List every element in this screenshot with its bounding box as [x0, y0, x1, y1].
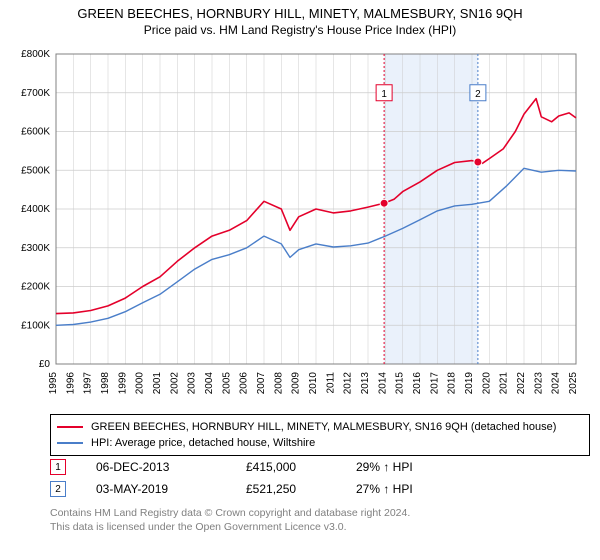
svg-text:1998: 1998 [100, 372, 111, 395]
svg-text:2025: 2025 [568, 372, 579, 395]
sale-marker-0: 1 [50, 459, 66, 475]
svg-text:2001: 2001 [152, 372, 163, 395]
legend-row-1: HPI: Average price, detached house, Wilt… [57, 435, 583, 451]
footer-line-2: This data is licensed under the Open Gov… [50, 520, 410, 534]
svg-text:2005: 2005 [221, 372, 232, 395]
svg-text:£700K: £700K [21, 88, 50, 99]
footer: Contains HM Land Registry data © Crown c… [50, 506, 410, 534]
svg-text:2009: 2009 [291, 372, 302, 395]
svg-text:2013: 2013 [360, 372, 371, 395]
title-line-1: GREEN BEECHES, HORNBURY HILL, MINETY, MA… [0, 6, 600, 21]
legend: GREEN BEECHES, HORNBURY HILL, MINETY, MA… [50, 414, 590, 456]
svg-text:2000: 2000 [135, 372, 146, 395]
sales-table: 1 06-DEC-2013 £415,000 29% ↑ HPI 2 03-MA… [50, 456, 456, 500]
svg-text:2015: 2015 [395, 372, 406, 395]
svg-text:£500K: £500K [21, 165, 50, 176]
svg-text:1995: 1995 [48, 372, 59, 395]
svg-text:£400K: £400K [21, 204, 50, 215]
legend-label-0: GREEN BEECHES, HORNBURY HILL, MINETY, MA… [91, 421, 556, 433]
svg-text:2022: 2022 [516, 372, 527, 395]
sale-date-1: 03-MAY-2019 [96, 482, 246, 496]
svg-text:1: 1 [381, 89, 387, 100]
svg-text:2017: 2017 [429, 372, 440, 395]
legend-label-1: HPI: Average price, detached house, Wilt… [91, 437, 315, 449]
svg-text:2020: 2020 [481, 372, 492, 395]
svg-text:2021: 2021 [499, 372, 510, 395]
svg-text:2: 2 [475, 89, 481, 100]
svg-text:2008: 2008 [273, 372, 284, 395]
legend-swatch-0 [57, 426, 83, 428]
svg-text:£800K: £800K [21, 49, 50, 60]
svg-text:2014: 2014 [377, 372, 388, 395]
svg-text:2002: 2002 [169, 372, 180, 395]
sales-row-1: 2 03-MAY-2019 £521,250 27% ↑ HPI [50, 478, 456, 500]
svg-text:2024: 2024 [551, 372, 562, 395]
legend-row-0: GREEN BEECHES, HORNBURY HILL, MINETY, MA… [57, 419, 583, 435]
svg-text:2018: 2018 [447, 372, 458, 395]
svg-text:£100K: £100K [21, 320, 50, 331]
svg-text:£200K: £200K [21, 282, 50, 293]
svg-text:2019: 2019 [464, 372, 475, 395]
chart-container: GREEN BEECHES, HORNBURY HILL, MINETY, MA… [0, 0, 600, 560]
svg-text:£600K: £600K [21, 127, 50, 138]
sales-row-0: 1 06-DEC-2013 £415,000 29% ↑ HPI [50, 456, 456, 478]
svg-text:2007: 2007 [256, 372, 267, 395]
svg-text:2006: 2006 [239, 372, 250, 395]
title-block: GREEN BEECHES, HORNBURY HILL, MINETY, MA… [0, 0, 600, 37]
sale-delta-0: 29% ↑ HPI [356, 460, 456, 474]
title-line-2: Price paid vs. HM Land Registry's House … [0, 23, 600, 37]
svg-text:2023: 2023 [533, 372, 544, 395]
sale-price-0: £415,000 [246, 460, 356, 474]
footer-line-1: Contains HM Land Registry data © Crown c… [50, 506, 410, 520]
svg-text:£0: £0 [39, 359, 51, 370]
sale-date-0: 06-DEC-2013 [96, 460, 246, 474]
svg-text:£300K: £300K [21, 243, 50, 254]
chart-area: £0 £100K £200K £300K £400K £500K £600K £700K £80… [8, 46, 592, 406]
svg-text:1999: 1999 [117, 372, 128, 395]
sale-marker-1: 2 [50, 481, 66, 497]
svg-text:2016: 2016 [412, 372, 423, 395]
svg-text:2004: 2004 [204, 372, 215, 395]
sale-delta-1: 27% ↑ HPI [356, 482, 456, 496]
chart-svg: £0 £100K £200K £300K £400K £500K £600K £700K £80… [8, 46, 592, 406]
svg-text:1996: 1996 [65, 372, 76, 395]
svg-text:2012: 2012 [343, 372, 354, 395]
sale-price-1: £521,250 [246, 482, 356, 496]
svg-text:2003: 2003 [187, 372, 198, 395]
svg-text:2010: 2010 [308, 372, 319, 395]
svg-text:1997: 1997 [83, 372, 94, 395]
legend-swatch-1 [57, 442, 83, 444]
svg-text:2011: 2011 [325, 372, 336, 394]
